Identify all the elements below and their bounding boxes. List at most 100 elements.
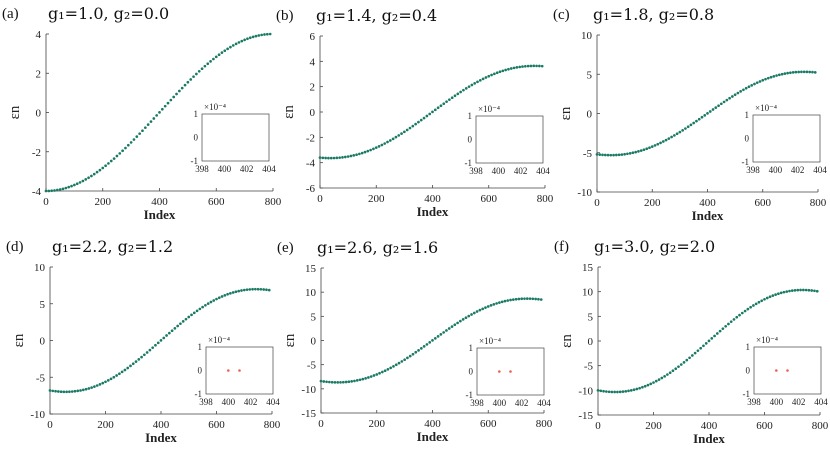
data-point <box>173 326 177 330</box>
data-point <box>229 291 232 295</box>
data-point <box>791 71 795 74</box>
inset-x-tick-label: 402 <box>515 398 529 408</box>
data-point <box>464 87 468 90</box>
inset: ×10⁻⁴ 398 400 402 404 -1 0 1 <box>742 103 828 175</box>
data-point <box>50 189 54 193</box>
data-point <box>612 153 615 157</box>
data-point <box>645 147 649 151</box>
y-tick-label: 2 <box>36 68 42 80</box>
data-point <box>807 288 811 292</box>
data-point <box>135 135 139 138</box>
y-tick-label: 2 <box>310 82 316 94</box>
data-point <box>802 70 806 74</box>
data-point <box>673 134 676 137</box>
inset-y-tick-label: -1 <box>195 389 203 399</box>
data-point <box>813 289 816 293</box>
data-point <box>109 159 113 163</box>
x-tick-label: 0 <box>47 419 53 431</box>
data-point <box>442 102 446 106</box>
data-point <box>459 319 462 323</box>
data-point <box>366 149 370 153</box>
data-point <box>140 355 143 359</box>
data-point <box>67 185 71 189</box>
inset-exponent: ×10⁻⁴ <box>204 102 226 112</box>
data-point <box>775 74 778 77</box>
y-axis-label: εn <box>558 106 574 120</box>
data-point <box>333 380 337 384</box>
data-point <box>265 288 268 292</box>
data-point <box>473 82 477 85</box>
inset-point <box>238 369 241 372</box>
y-axis-label: εn <box>559 334 575 348</box>
data-point <box>493 72 496 76</box>
data-point <box>248 36 252 40</box>
data-point <box>475 310 479 313</box>
data-point <box>369 148 372 152</box>
data-point <box>736 91 740 95</box>
panel-d: (d) g₁=2.2, g₂=1.20 200 400 600 800-10-50510I… <box>6 237 281 445</box>
data-point <box>448 98 451 102</box>
data-point <box>714 106 718 109</box>
data-point <box>540 64 544 68</box>
data-point <box>719 102 723 106</box>
data-point <box>685 358 689 362</box>
y-tick-label: -5 <box>584 361 594 373</box>
y-tick-label: -10 <box>578 385 593 397</box>
data-point <box>391 137 395 141</box>
x-tick-label: 800 <box>812 420 829 432</box>
data-point <box>691 354 694 357</box>
x-tick-label: 600 <box>208 196 225 208</box>
data-point <box>433 337 437 340</box>
data-point <box>439 333 443 336</box>
data-point <box>450 325 454 328</box>
data-point <box>768 295 772 299</box>
data-point <box>149 120 153 123</box>
data-point <box>73 389 77 393</box>
data-point <box>251 287 254 291</box>
data-point <box>84 178 88 181</box>
y-tick-label: 5 <box>587 69 593 81</box>
y-tick-label: 0 <box>40 336 46 348</box>
inset-x-tick-label: 404 <box>262 164 276 174</box>
data-point <box>181 320 185 323</box>
data-point <box>126 366 130 370</box>
data-point <box>73 183 76 187</box>
data-point <box>445 329 448 332</box>
data-point <box>783 72 787 75</box>
data-point <box>796 288 800 292</box>
data-point <box>176 324 179 328</box>
x-tick-label: 600 <box>208 419 225 431</box>
data-point <box>388 139 392 142</box>
data-series <box>44 32 272 193</box>
y-axis-label: εn <box>7 105 23 119</box>
data-point <box>498 70 502 74</box>
data-point <box>771 294 775 297</box>
inset-x-tick-label: 402 <box>792 397 806 407</box>
data-point <box>420 347 423 350</box>
data-point <box>675 132 679 136</box>
panel-label: (e) <box>277 240 294 256</box>
data-point <box>470 83 474 87</box>
data-point <box>697 117 701 121</box>
data-point <box>735 315 739 319</box>
data-point <box>484 306 487 309</box>
data-point <box>417 120 420 124</box>
data-point <box>752 304 755 307</box>
data-point <box>755 81 759 85</box>
data-point <box>104 164 107 168</box>
data-point <box>392 364 395 368</box>
data-point <box>166 101 170 105</box>
inset-x-tick-label: 398 <box>469 166 483 176</box>
inset-point <box>498 370 501 373</box>
inset-exponent: ×10⁻⁴ <box>479 336 501 346</box>
data-point <box>132 138 136 141</box>
data-point <box>151 346 155 350</box>
data-point <box>383 142 387 145</box>
data-point <box>62 390 66 394</box>
data-point <box>727 322 730 326</box>
inset-point <box>775 369 778 372</box>
data-point <box>237 289 241 293</box>
data-point <box>808 70 812 74</box>
data-point <box>212 299 216 302</box>
data-point <box>120 370 124 374</box>
